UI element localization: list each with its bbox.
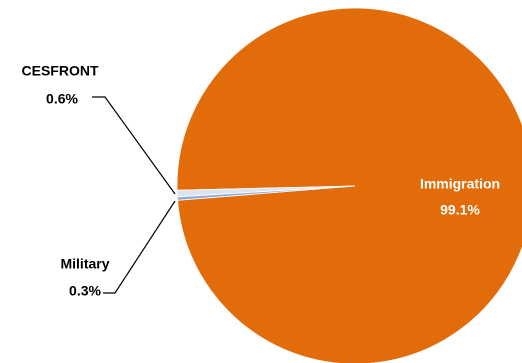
slice-value-label: 99.1% bbox=[440, 202, 480, 218]
pie-slice bbox=[176, 185, 356, 201]
leader-line bbox=[103, 200, 176, 294]
slice-value-label: 0.6% bbox=[46, 91, 78, 107]
leader-line bbox=[92, 96, 176, 195]
pie bbox=[176, 7, 522, 363]
pie-slice bbox=[176, 7, 522, 363]
slice-label: Immigration bbox=[420, 176, 500, 192]
slice-value-label: 0.3% bbox=[69, 283, 101, 299]
slice-label: CESFRONT bbox=[22, 63, 99, 79]
slice-label: Military bbox=[60, 256, 109, 272]
